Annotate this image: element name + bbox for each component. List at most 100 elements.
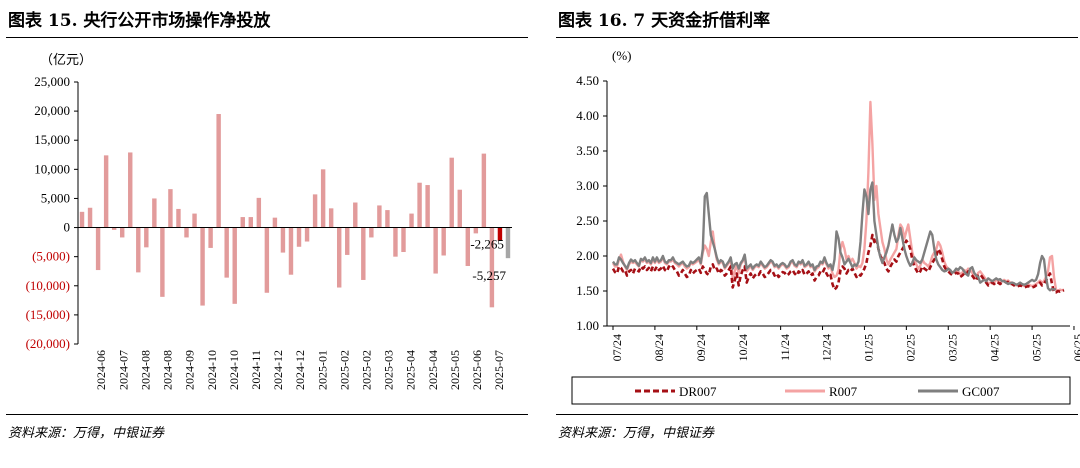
legend-box [571, 376, 1071, 405]
x-tick-label: 2025-04 [426, 350, 440, 390]
bar-data-label: -5,257 [472, 268, 506, 283]
y-axis-unit-label: (%) [612, 48, 632, 63]
y-tick-label: 3.00 [576, 178, 599, 193]
y-tick-label: 1.50 [576, 283, 599, 298]
bar [240, 217, 245, 228]
x-tick-label: 12/24 [820, 334, 834, 361]
left-source-note: 资料来源：万得，中银证券 [8, 426, 165, 441]
y-tick-label: 0 [64, 220, 71, 235]
x-tick-label: 08/24 [652, 334, 666, 361]
bar [224, 227, 229, 278]
right-source-note: 资料来源：万得，中银证券 [558, 426, 715, 441]
bar [336, 227, 342, 288]
bar [248, 217, 254, 228]
bar [377, 205, 382, 228]
x-tick-label: 05/25 [1029, 334, 1043, 361]
x-tick-label: 2025-06 [470, 350, 484, 390]
bar [95, 227, 101, 271]
bar [232, 227, 237, 304]
bar [409, 213, 414, 228]
x-tick-label: 2024-08 [138, 350, 152, 390]
x-tick-label: 11/24 [778, 334, 792, 361]
x-tick-label: 2024-08 [161, 350, 175, 390]
bar [320, 169, 326, 228]
x-tick-label: 07/24 [610, 334, 624, 361]
bar [417, 182, 422, 228]
highlight-bar [505, 227, 511, 259]
line-chart: (%) 4.50 4.00 3.50 3.00 2.50 2.00 1.50 1.00 07/24… [571, 48, 1080, 405]
x-tick-label: 2024-07 [116, 350, 130, 390]
series-line-gc007 [612, 181, 1057, 292]
x-tick-label: 2024-10 [205, 350, 219, 390]
x-tick-label: 2025-04 [404, 350, 418, 390]
bar [345, 227, 350, 255]
x-tick-label: 01/25 [862, 334, 876, 361]
bar [184, 227, 189, 238]
x-tick-label: 09/24 [694, 334, 708, 361]
right-chart-panel: 图表 16. 7 天资金折借利率 (%) 4.50 4.00 3.50 3.00 2.50… [550, 0, 1080, 468]
bar-data-label: -2,265 [470, 237, 504, 252]
y-tick-label: 3.50 [576, 143, 599, 158]
bar-chart: （亿元） 25,000 20,000 15,000 10,000 5,000 0 (5,000… [26, 52, 512, 390]
left-chart-panel: 图表 15. 央行公开市场操作净投放 （亿元） 25,000 20,000 15,00… [0, 0, 530, 468]
bar [449, 157, 454, 228]
title-divider [556, 37, 1078, 38]
y-tick-label: 4.50 [576, 73, 599, 88]
bar [361, 227, 366, 280]
x-tick-label: 2025-01 [315, 350, 329, 390]
bar [79, 211, 85, 228]
x-tick-label: 2025-02 [360, 350, 374, 390]
y-tick-label: (10,000) [26, 278, 70, 293]
y-tick-label: 2.50 [576, 213, 599, 228]
series-line-r007 [611, 100, 1065, 293]
bar [200, 227, 205, 306]
bar [87, 207, 93, 228]
x-tick-label: 2024-11 [249, 350, 263, 390]
bar [328, 208, 334, 228]
x-tick-label: 2024-12 [271, 350, 285, 390]
bar [176, 208, 181, 228]
bar [272, 217, 278, 228]
x-tick-label: 02/25 [904, 334, 918, 361]
bar [473, 227, 479, 234]
x-tick-label: 04/25 [987, 334, 1001, 361]
highlight-bar [497, 227, 503, 241]
x-tick-label: 2024-06 [94, 350, 108, 390]
y-tick-label: (20,000) [26, 336, 70, 351]
bar [353, 202, 358, 228]
bar [385, 210, 390, 228]
bar [136, 227, 141, 273]
bar [208, 227, 213, 248]
y-tick-label: 10,000 [34, 161, 70, 176]
y-tick-label: 4.00 [576, 108, 599, 123]
legend-label: GC007 [962, 384, 1000, 399]
bar [425, 185, 430, 228]
legend-label: R007 [829, 384, 858, 399]
source-divider [556, 414, 1078, 415]
bar [296, 227, 302, 247]
bar [441, 227, 446, 256]
y-tick-label: 20,000 [34, 103, 70, 118]
bar [481, 153, 487, 228]
bar [312, 194, 318, 228]
x-tick-label: 2025-07 [492, 350, 506, 390]
bar [465, 227, 471, 266]
bar [288, 227, 294, 275]
y-tick-label: (5,000) [32, 249, 70, 264]
x-tick-label: 03/25 [945, 334, 959, 361]
bar [119, 227, 125, 238]
bar [393, 227, 398, 257]
bar [256, 197, 262, 228]
x-tick-label: 2024-10 [227, 350, 241, 390]
bar [401, 227, 406, 253]
x-tick-label: 2024-12 [293, 350, 307, 390]
bar [369, 227, 374, 238]
x-tick-label: 2025-02 [337, 350, 351, 390]
y-axis-unit-label: （亿元） [40, 52, 92, 67]
source-divider [6, 414, 528, 415]
x-tick-label: 2025-03 [382, 350, 396, 390]
y-tick-label: 1.00 [576, 318, 599, 333]
bar [103, 155, 109, 228]
bar [111, 227, 117, 230]
bar [160, 227, 165, 297]
